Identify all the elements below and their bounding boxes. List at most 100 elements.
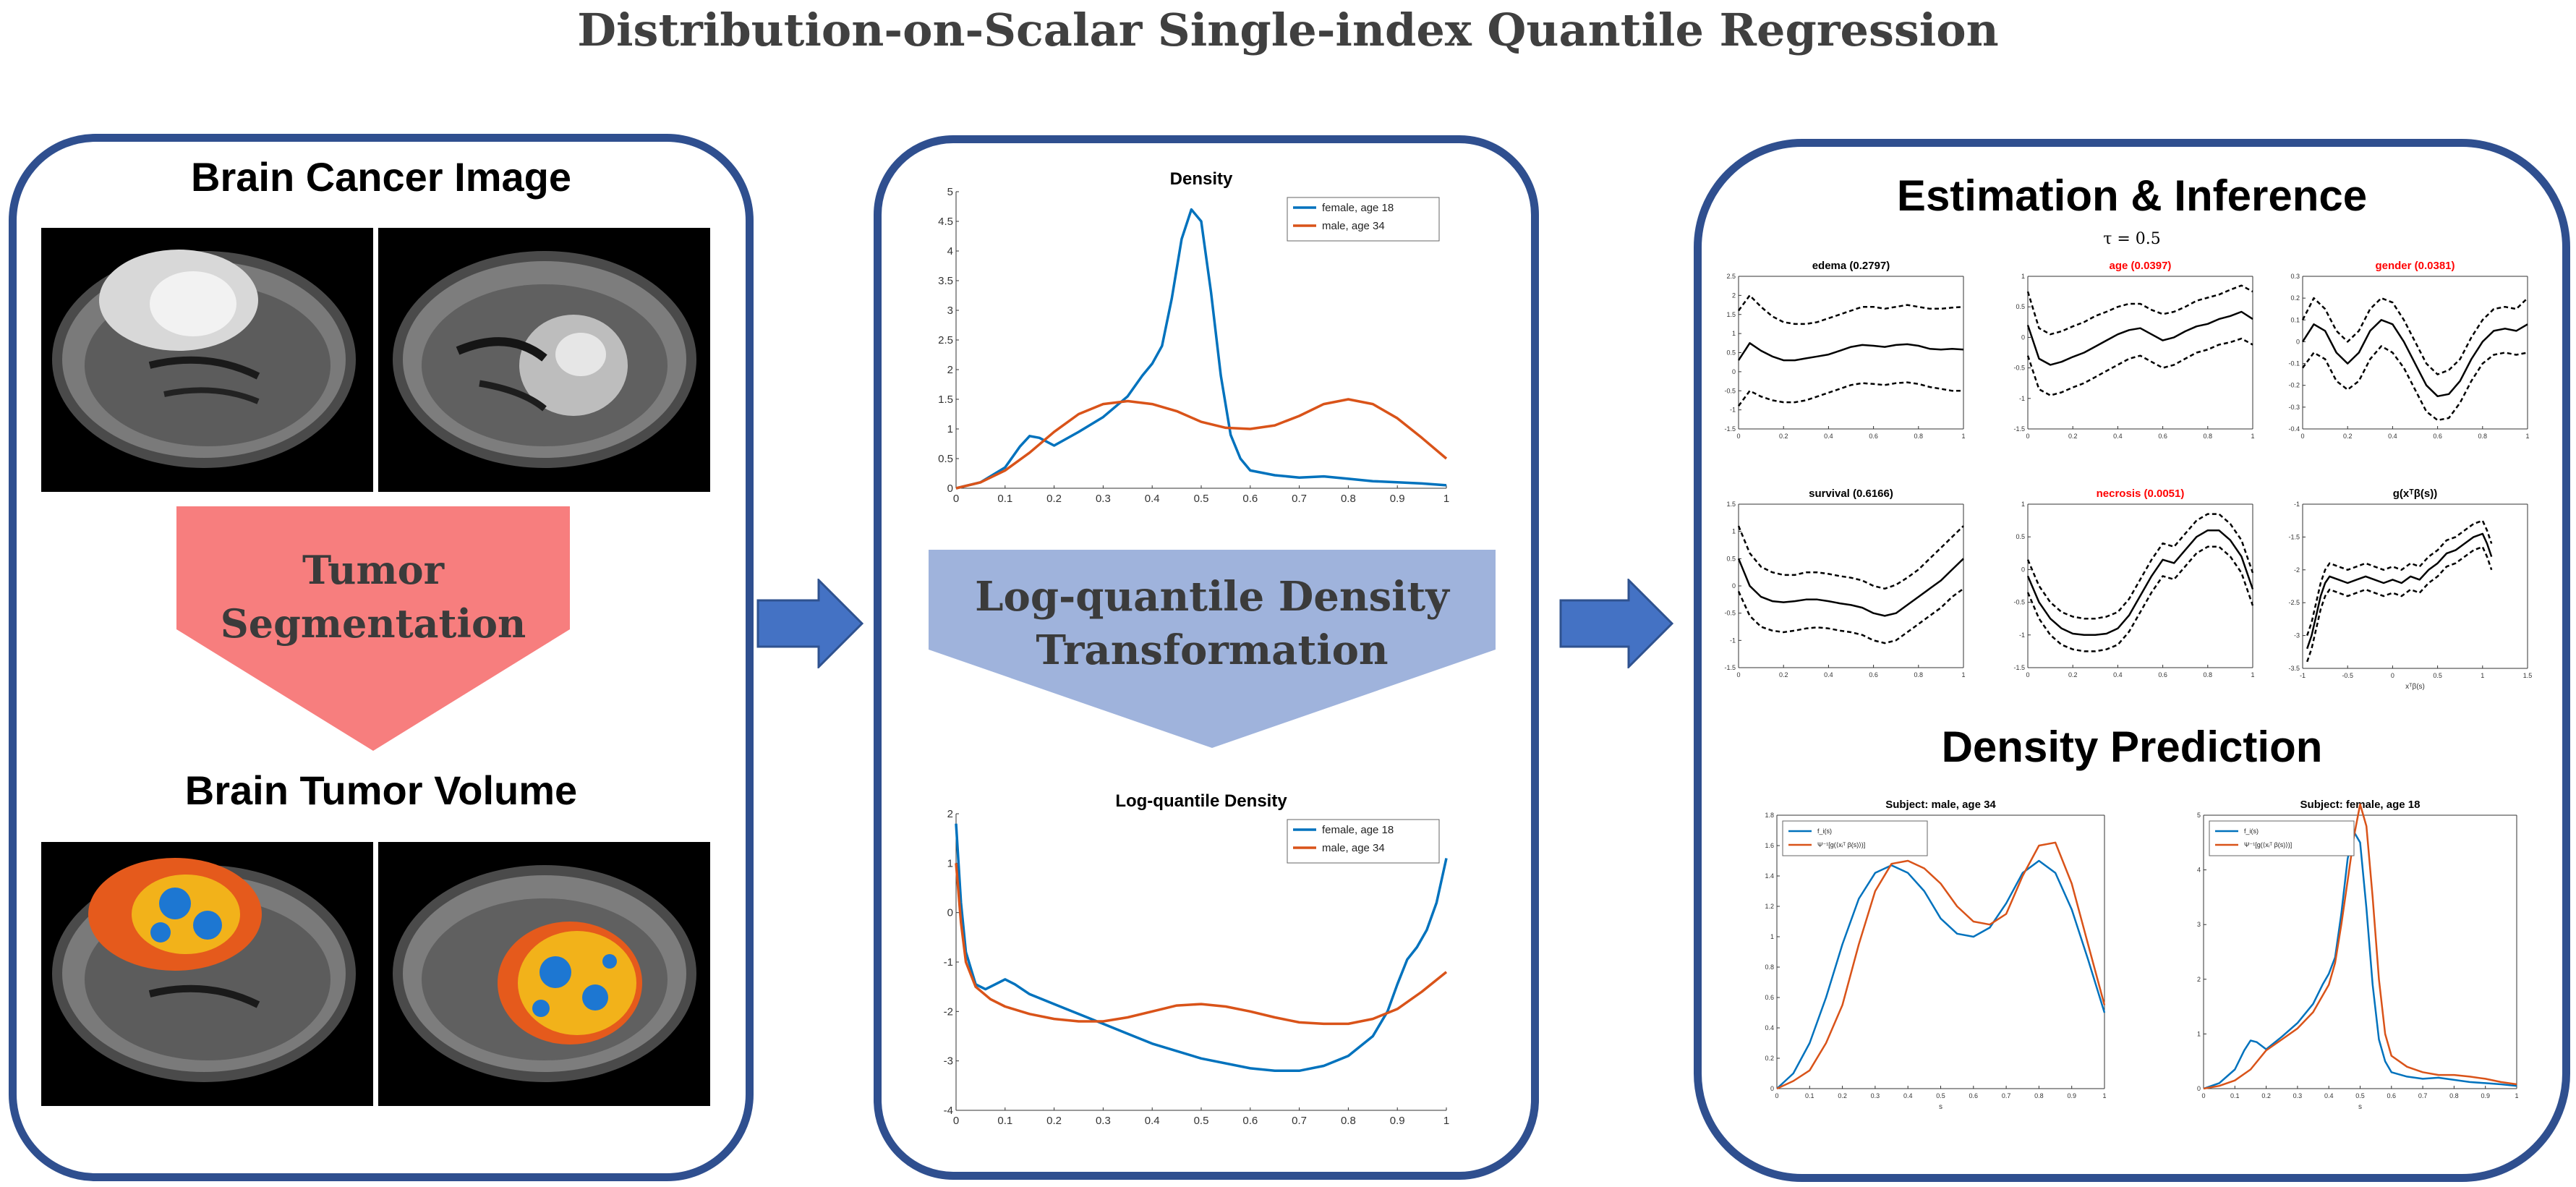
x-tick-label: 0.4 <box>2388 433 2397 440</box>
chart-title: Density <box>1170 169 1233 189</box>
x-tick-label: -1 <box>2300 672 2306 679</box>
y-tick-label: 5 <box>947 186 953 198</box>
y-tick-label: 0.4 <box>1765 1024 1774 1031</box>
y-tick-label: -0.4 <box>2288 425 2300 433</box>
y-tick-label: 1 <box>947 423 953 435</box>
prediction-female-18-plot: Subject: female, age 180 0.1 0.2 0.3 0.4 0.5 0… <box>2197 799 2519 1111</box>
segmented-scan-2 <box>378 842 710 1106</box>
series-line-1 <box>1776 859 2106 1089</box>
y-tick-label: 1 <box>1732 330 1736 337</box>
series-upper <box>1737 525 1964 590</box>
legend-box <box>1287 197 1440 242</box>
estimation-heading: Estimation & Inference <box>1896 171 2368 220</box>
y-tick-label: -1.5 <box>1724 664 1736 671</box>
series-lower <box>2301 345 2528 422</box>
y-tick-label: 0.5 <box>1726 349 1736 357</box>
y-tick-label: 4 <box>947 245 953 258</box>
x-tick-label: 0.4 <box>1145 493 1160 505</box>
x-tick-label: 0.8 <box>2034 1092 2044 1099</box>
transformation-line-2: Transformation <box>1036 626 1389 674</box>
x-tick-label: 1.5 <box>2523 672 2533 679</box>
y-tick-label: 0 <box>2296 338 2300 345</box>
y-tick-label: 3.5 <box>938 275 953 287</box>
x-tick-label: 0.5 <box>1936 1092 1945 1099</box>
y-tick-label: -0.1 <box>2288 360 2300 367</box>
x-tick-label: 1 <box>1961 671 1965 678</box>
y-tick-label: -2 <box>944 1005 953 1018</box>
x-tick-label: 1 <box>1443 493 1449 505</box>
y-tick-label: 0 <box>2197 1085 2201 1092</box>
x-tick-label: 0.1 <box>997 493 1012 505</box>
x-tick-label: 0.1 <box>997 1115 1012 1127</box>
x-tick-label: -0.5 <box>2342 672 2353 679</box>
mri-scan-1 <box>41 228 373 492</box>
series-line-2 <box>955 863 1448 1026</box>
y-tick-label: -1.5 <box>1724 425 1736 433</box>
x-tick-label: 0.4 <box>1824 671 1833 678</box>
y-tick-label: 0 <box>2021 566 2025 573</box>
x-tick-label: 1 <box>2525 433 2529 440</box>
series-lower <box>2026 337 2253 396</box>
x-tick-label: 0.3 <box>1096 1115 1111 1127</box>
x-tick-label: 0.5 <box>2433 672 2442 679</box>
x-tick-label: 0.8 <box>1341 493 1356 505</box>
series-estimate <box>2301 319 2528 398</box>
series-lower <box>2306 545 2493 663</box>
legend-entry: Ψ⁻¹[g(⟨xᵢᵀ β(s)⟩)] <box>1817 841 1865 848</box>
x-tick-label: 0.8 <box>2478 433 2488 440</box>
x-tick-label: 0.4 <box>2324 1092 2334 1099</box>
y-tick-label: 2 <box>947 364 953 376</box>
x-tick-label: 0.6 <box>1242 493 1258 505</box>
x-tick-label: 0.9 <box>1390 493 1405 505</box>
y-tick-label: -3 <box>2294 632 2300 639</box>
x-tick-label: 0.3 <box>2293 1092 2303 1099</box>
x-tick-label: 0.5 <box>2355 1092 2365 1099</box>
y-tick-label: 0.5 <box>2016 303 2025 310</box>
x-tick-label: 0.2 <box>1779 671 1788 678</box>
y-tick-label: 2.5 <box>1726 273 1736 280</box>
y-tick-label: 1 <box>947 857 953 869</box>
y-tick-label: 0 <box>1732 368 1736 375</box>
link-function-plot: g(xᵀβ(s)) -1 -0.5 0 0.5 1 1.5 -3.5 -3 -2.5 -2 -1.5 -… <box>2288 488 2533 691</box>
y-tick-label: 1.5 <box>1726 501 1736 508</box>
x-tick-label: 0.6 <box>2433 433 2442 440</box>
x-tick-label: 0.8 <box>2449 1092 2459 1099</box>
down-arrow-blue <box>929 550 1496 748</box>
chart-title: age (0.0397) <box>2110 260 2172 272</box>
y-tick-label: 0 <box>947 907 953 919</box>
chart-title: Subject: male, age 34 <box>1885 799 1996 811</box>
y-tick-label: 0 <box>947 482 953 495</box>
x-tick-label: 0 <box>2026 433 2029 440</box>
y-tick-label: -0.5 <box>1724 610 1736 617</box>
chart-title: g(xᵀβ(s)) <box>2393 488 2437 500</box>
y-tick-label: -2.5 <box>2288 599 2300 606</box>
y-tick-label: 0.3 <box>2290 273 2300 280</box>
y-tick-label: 0.5 <box>938 453 953 465</box>
series-estimate <box>2306 532 2493 650</box>
x-tick-label: 0.2 <box>1779 433 1788 440</box>
x-tick-label: 0.5 <box>1194 493 1209 505</box>
y-tick-label: 0 <box>1770 1085 1774 1092</box>
x-tick-label: 0.9 <box>1390 1115 1405 1127</box>
x-tick-label: 0.8 <box>2204 433 2213 440</box>
series-lower <box>2026 545 2254 652</box>
series-line-1 <box>2203 830 2517 1090</box>
x-tick-label: 0 <box>1736 671 1740 678</box>
x-tick-label: 0 <box>2201 1092 2205 1099</box>
y-tick-label: -0.5 <box>2013 365 2025 372</box>
y-tick-label: 4.5 <box>938 216 953 228</box>
y-tick-label: 1 <box>2197 1030 2201 1037</box>
segmentation-line-1: Tumor <box>302 547 445 593</box>
x-tick-label: 1 <box>2102 1092 2106 1099</box>
y-tick-label: -3.5 <box>2288 665 2300 672</box>
y-tick-label: 1.5 <box>938 393 953 406</box>
x-tick-label: 1 <box>2515 1092 2518 1099</box>
x-tick-label: 0.7 <box>2002 1092 2011 1099</box>
series-upper <box>2026 284 2253 336</box>
x-tick-label: 0 <box>1775 1092 1778 1099</box>
y-tick-label: -0.5 <box>2013 599 2025 606</box>
brain-tumor-volume-heading: Brain Tumor Volume <box>184 767 578 813</box>
y-tick-label: -3 <box>944 1055 953 1068</box>
x-axis-label: s <box>2358 1103 2362 1111</box>
y-tick-label: 1.6 <box>1765 842 1774 849</box>
